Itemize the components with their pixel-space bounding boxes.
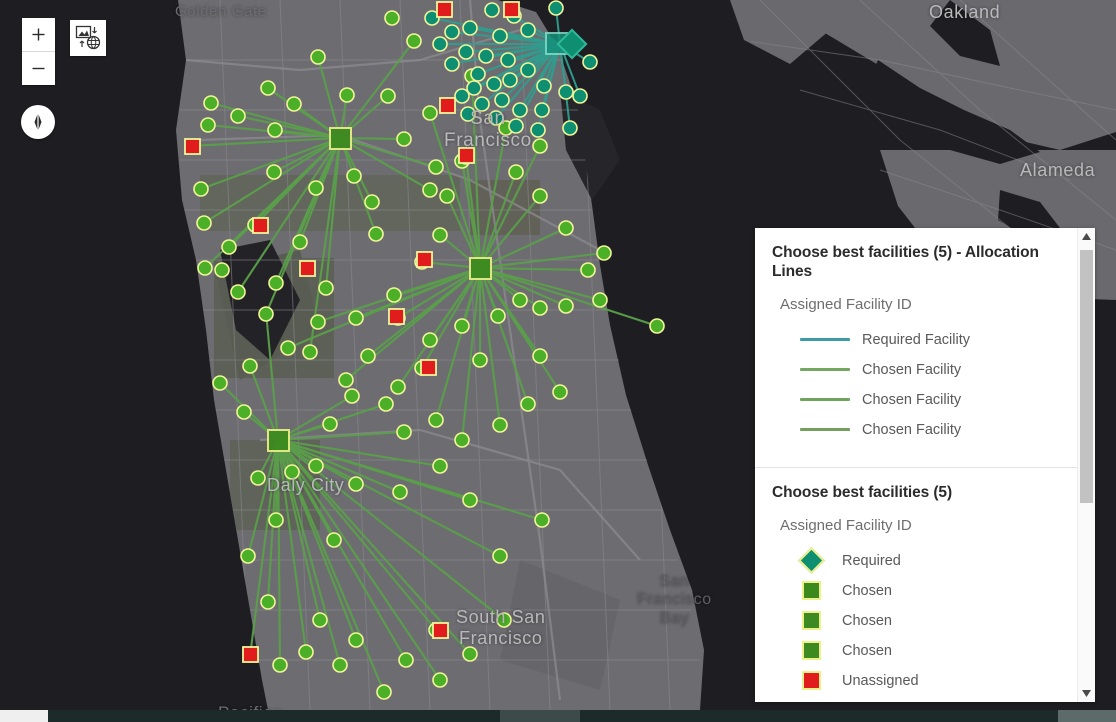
legend-section-facilities: Choose best facilities (5) Assigned Faci…: [755, 466, 1077, 702]
legend-item: Chosen: [800, 636, 1057, 666]
legend-item-label: Chosen Facility: [862, 391, 962, 408]
scroll-down-arrow-icon[interactable]: [1078, 685, 1095, 702]
legend-item-label: Chosen Facility: [862, 421, 962, 438]
line-swatch: [800, 428, 854, 432]
unassigned-points-red: [184, 1, 520, 663]
plus-icon: [32, 28, 45, 41]
legend-item-label: Unassigned: [842, 672, 919, 689]
page-horizontal-scrollbar[interactable]: [0, 710, 1116, 722]
compass-button[interactable]: [21, 105, 55, 139]
legend-item-label: Chosen Facility: [862, 361, 962, 378]
chosen-facility-symbols: [267, 127, 492, 452]
legend-item-label: Chosen: [842, 642, 892, 659]
basemap-gallery-button[interactable]: [70, 20, 106, 56]
legend-item-label: Required Facility: [862, 331, 970, 348]
legend-section-title: Choose best facilities (5) - Allocation …: [772, 244, 1039, 280]
legend-item-label: Required: [842, 552, 901, 569]
horizontal-scrollbar-track-right[interactable]: [1058, 710, 1116, 722]
legend-item: Chosen: [800, 606, 1057, 636]
square-swatch: [800, 671, 834, 691]
legend-item-label: Chosen: [842, 612, 892, 629]
square-swatch: [800, 641, 834, 661]
square-swatch: [800, 581, 834, 601]
scrollbar-corner: [0, 710, 48, 722]
zoom-out-button[interactable]: [22, 51, 55, 85]
minus-icon: [32, 67, 45, 70]
demand-points-green: [193, 10, 665, 700]
basemap-gallery-icon: [75, 25, 101, 50]
legend-scroll-area[interactable]: Choose best facilities (5) - Allocation …: [755, 228, 1077, 702]
demand-points-teal: [424, 0, 598, 138]
legend-scrollbar-thumb[interactable]: [1080, 250, 1093, 503]
legend-items-list: Required Facility Chosen Facility: [772, 325, 1057, 445]
legend-section-subtitle: Assigned Facility ID: [780, 295, 912, 313]
legend-scrollbar[interactable]: [1077, 228, 1095, 702]
required-facility-symbol: [545, 28, 588, 60]
legend-item: Chosen Facility: [800, 355, 1057, 385]
legend-item-label: Chosen: [842, 582, 892, 599]
line-swatch: [800, 368, 854, 372]
zoom-controls: [22, 18, 55, 85]
line-swatch: [800, 398, 854, 402]
legend-item: Required Facility: [800, 325, 1057, 355]
map-water-inlets: [220, 90, 620, 360]
legend-item: Chosen Facility: [800, 415, 1057, 445]
legend-panel[interactable]: Choose best facilities (5) - Allocation …: [755, 228, 1095, 702]
scroll-up-arrow-icon[interactable]: [1078, 228, 1095, 245]
square-swatch: [800, 611, 834, 631]
legend-section-subtitle: Assigned Facility ID: [780, 516, 912, 534]
line-swatch: [800, 338, 854, 342]
legend-item: Unassigned: [800, 666, 1057, 696]
legend-section-allocation-lines: Choose best facilities (5) - Allocation …: [755, 228, 1077, 467]
legend-item: Chosen Facility: [800, 385, 1057, 415]
legend-item: Required: [798, 546, 1057, 576]
horizontal-scrollbar-thumb[interactable]: [500, 710, 580, 722]
legend-item: Chosen: [800, 576, 1057, 606]
compass-needle-icon: [34, 113, 42, 131]
zoom-in-button[interactable]: [22, 18, 55, 51]
diamond-swatch: [798, 547, 834, 575]
legend-items-list: Required Chosen Chosen: [772, 546, 1057, 696]
legend-section-title: Choose best facilities (5): [772, 483, 953, 501]
